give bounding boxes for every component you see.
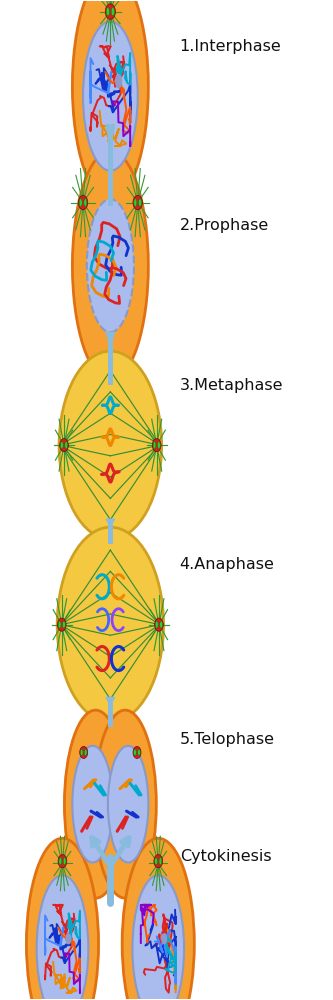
- Polygon shape: [106, 332, 115, 346]
- Ellipse shape: [138, 749, 140, 756]
- Ellipse shape: [81, 749, 83, 756]
- Ellipse shape: [78, 195, 88, 210]
- Text: Cytokinesis: Cytokinesis: [180, 849, 271, 864]
- Ellipse shape: [87, 199, 134, 332]
- Ellipse shape: [94, 710, 156, 898]
- Ellipse shape: [154, 855, 163, 868]
- Ellipse shape: [133, 875, 184, 1000]
- Ellipse shape: [61, 442, 63, 449]
- Ellipse shape: [160, 621, 163, 628]
- Ellipse shape: [85, 749, 87, 756]
- Ellipse shape: [83, 22, 138, 171]
- Ellipse shape: [63, 858, 66, 865]
- Text: 4.Anaphase: 4.Anaphase: [180, 557, 275, 572]
- Ellipse shape: [111, 7, 115, 16]
- Ellipse shape: [59, 351, 162, 539]
- Ellipse shape: [58, 855, 67, 868]
- Text: 1.Interphase: 1.Interphase: [180, 39, 281, 54]
- Text: 2.Prophase: 2.Prophase: [180, 218, 269, 233]
- Ellipse shape: [79, 199, 82, 206]
- Ellipse shape: [106, 7, 110, 16]
- Ellipse shape: [66, 934, 71, 944]
- Ellipse shape: [162, 934, 166, 944]
- Ellipse shape: [155, 858, 158, 865]
- Polygon shape: [106, 519, 115, 526]
- Bar: [108, 332, 113, 385]
- Ellipse shape: [72, 746, 113, 862]
- Ellipse shape: [60, 439, 68, 452]
- Ellipse shape: [72, 151, 148, 380]
- Ellipse shape: [65, 442, 68, 449]
- Ellipse shape: [57, 618, 66, 631]
- Ellipse shape: [80, 746, 88, 758]
- Ellipse shape: [59, 858, 62, 865]
- Ellipse shape: [159, 858, 162, 865]
- Ellipse shape: [134, 749, 136, 756]
- Bar: [108, 125, 113, 206]
- Ellipse shape: [57, 527, 164, 722]
- Bar: [108, 697, 113, 727]
- Ellipse shape: [158, 442, 160, 449]
- Ellipse shape: [64, 710, 127, 898]
- Ellipse shape: [26, 838, 99, 1000]
- Ellipse shape: [58, 621, 61, 628]
- Ellipse shape: [152, 439, 161, 452]
- Ellipse shape: [133, 746, 141, 758]
- Ellipse shape: [133, 195, 143, 210]
- Ellipse shape: [108, 746, 149, 862]
- Ellipse shape: [156, 621, 158, 628]
- Ellipse shape: [139, 199, 142, 206]
- Ellipse shape: [37, 875, 88, 1000]
- Ellipse shape: [63, 621, 65, 628]
- Ellipse shape: [84, 199, 87, 206]
- Ellipse shape: [134, 199, 137, 206]
- Bar: [108, 519, 113, 544]
- Ellipse shape: [105, 4, 116, 19]
- Ellipse shape: [153, 442, 156, 449]
- Text: 5.Telophase: 5.Telophase: [180, 732, 275, 747]
- Ellipse shape: [122, 838, 194, 1000]
- Ellipse shape: [72, 0, 148, 201]
- Ellipse shape: [116, 75, 122, 88]
- Ellipse shape: [155, 618, 163, 631]
- Polygon shape: [106, 697, 115, 705]
- Polygon shape: [106, 125, 115, 146]
- Text: 3.Metaphase: 3.Metaphase: [180, 378, 283, 393]
